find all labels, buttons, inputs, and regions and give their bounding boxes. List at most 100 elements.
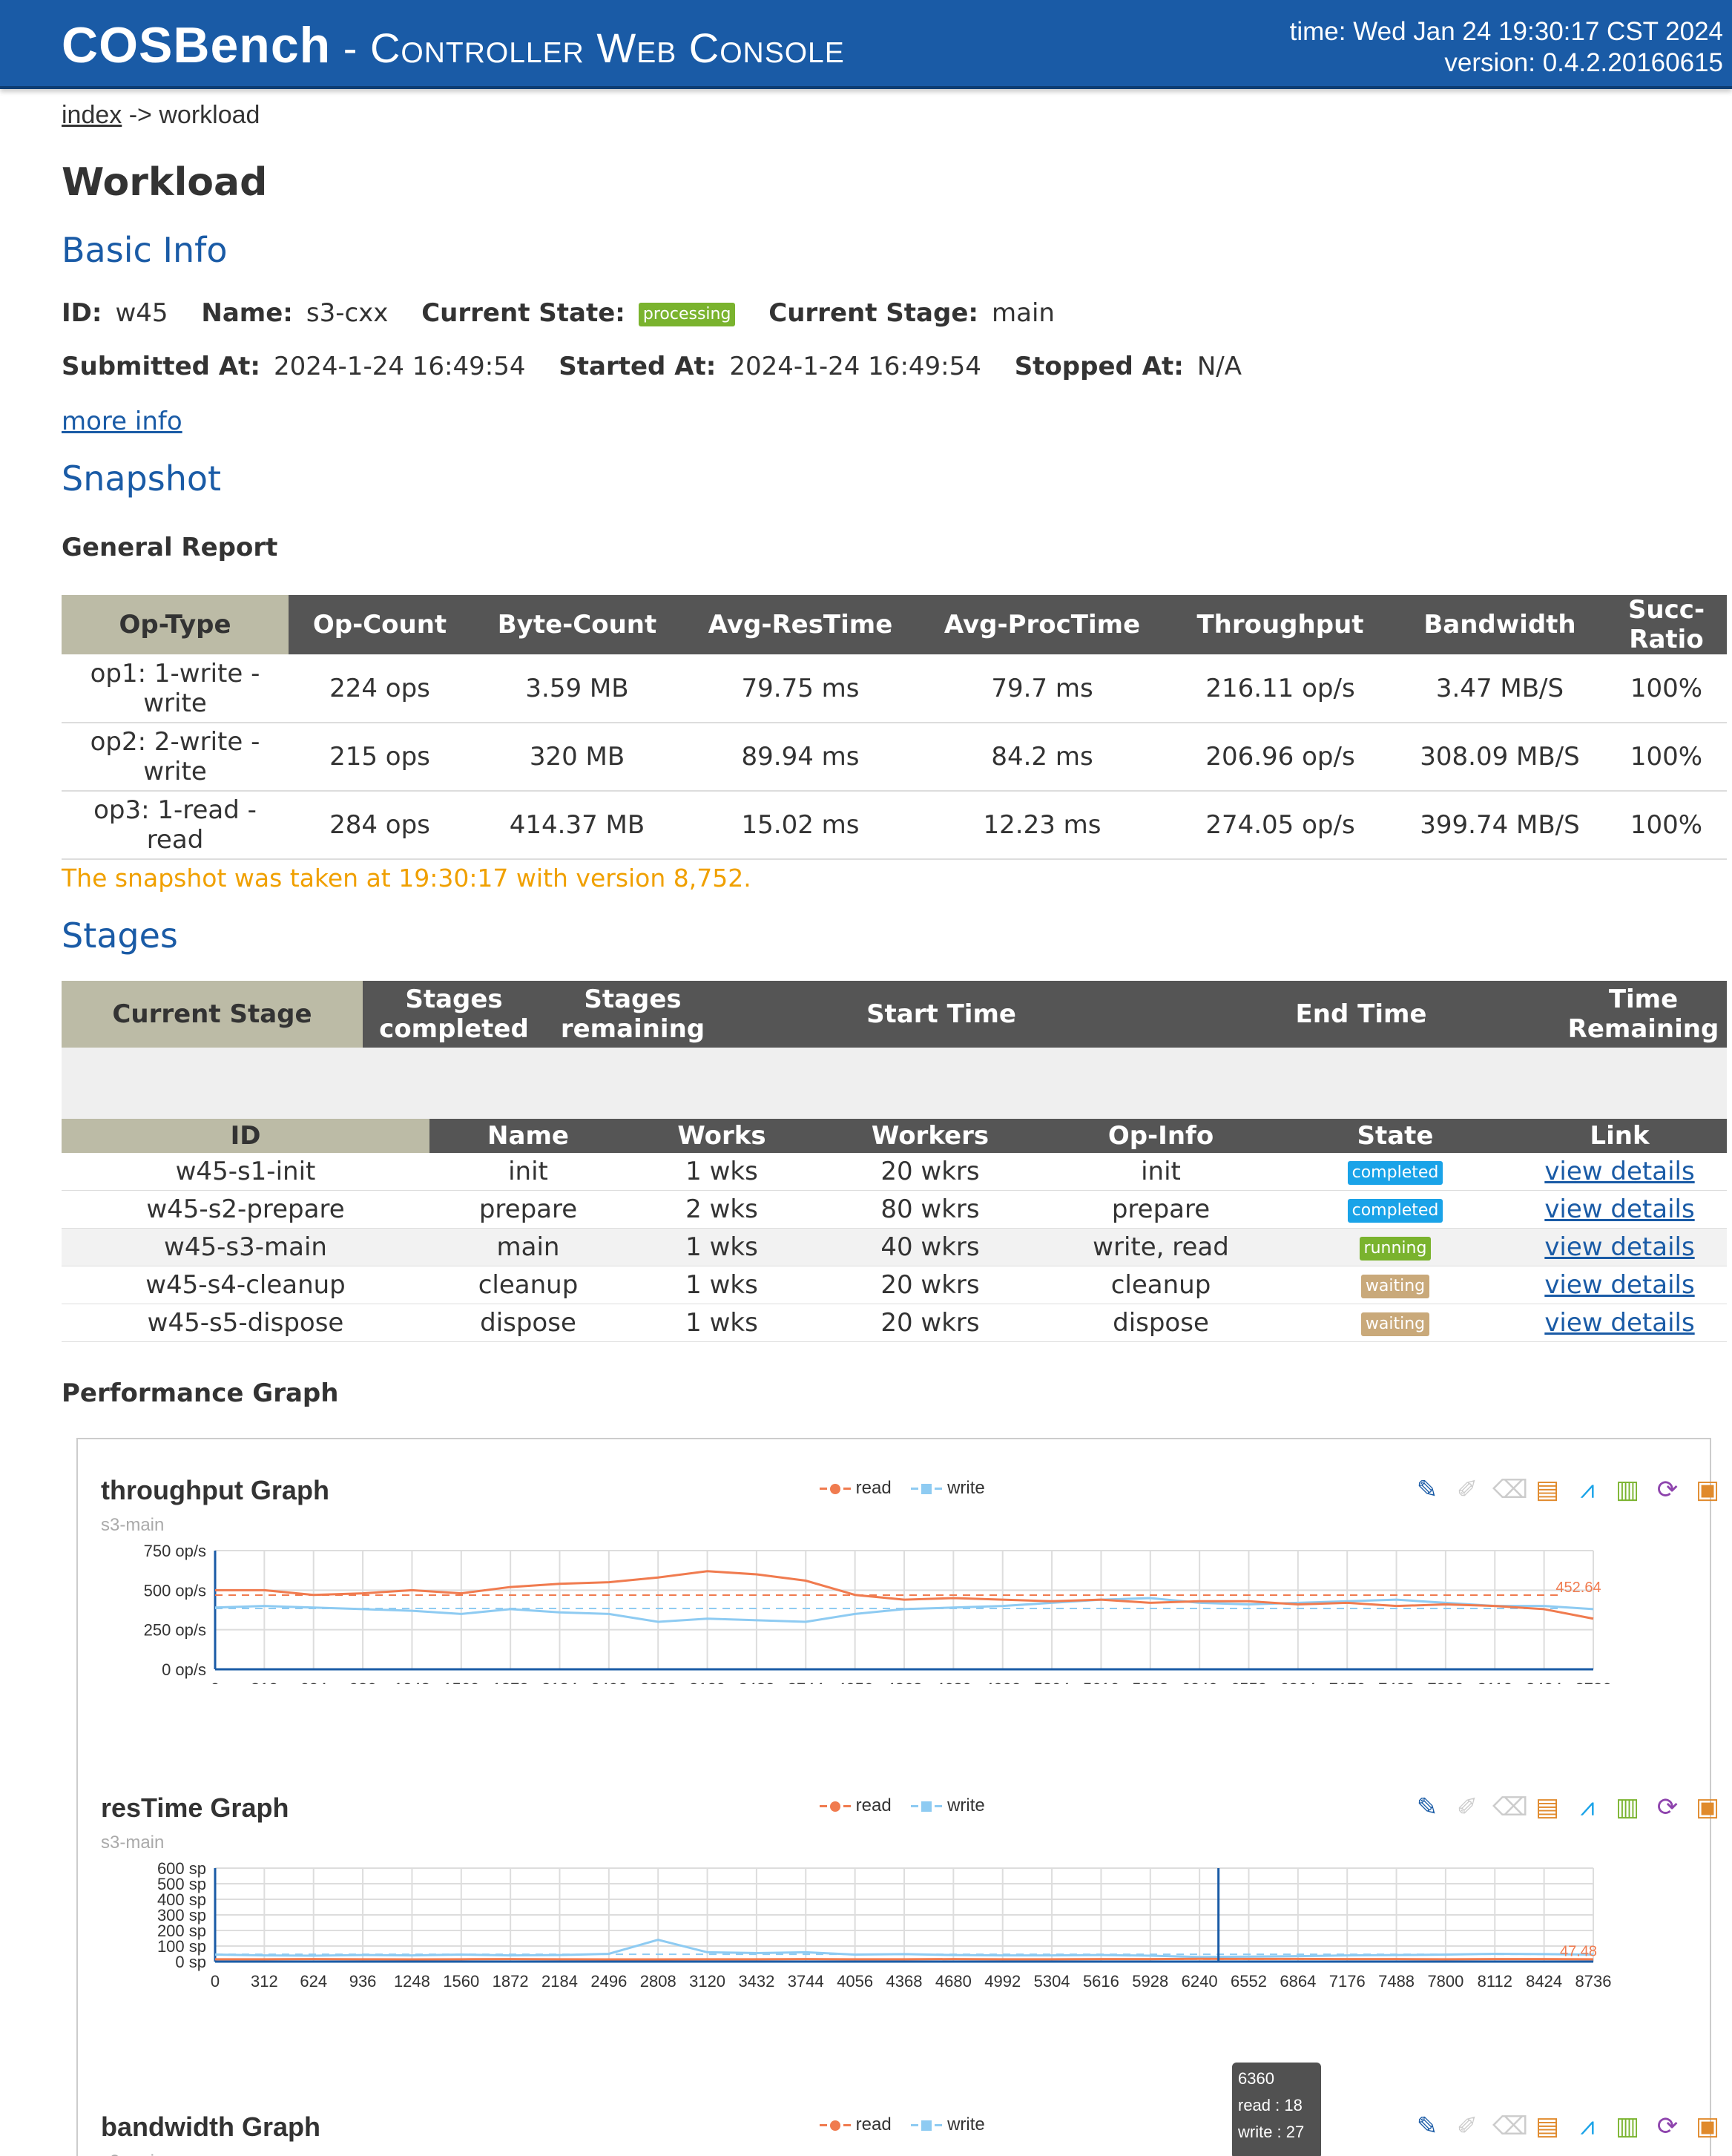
col-bandwidth[interactable]: Bandwidth (1394, 595, 1606, 654)
col-current-stage: Current Stage (62, 981, 363, 1048)
basic-info-line-2: Submitted At: 2024-1-24 16:49:54 Started … (62, 352, 1242, 381)
y-tick-label: 500 sp (157, 1875, 206, 1893)
data-view-icon[interactable]: ▤ (1535, 1475, 1560, 1505)
view-details-link[interactable]: view details (1544, 1270, 1695, 1300)
basic-info-heading: Basic Info (62, 230, 228, 270)
col-stage-name[interactable]: Name (429, 1119, 627, 1153)
x-tick-label: 2496 (590, 1680, 627, 1684)
throughput-chart: 0 312 624 936 1248 1560 1872 2184 2496 2808 3120 34… (144, 1542, 1612, 1684)
stages-table: ID Name Works Workers Op-Info State Link… (62, 1119, 1727, 1342)
col-stage-id[interactable]: ID (62, 1119, 429, 1153)
more-info-link[interactable]: more info (62, 407, 182, 436)
state-badge: completed (1347, 1160, 1443, 1185)
x-tick-label: 8112 (1478, 1972, 1512, 1991)
x-tick-label: 6552 (1231, 1972, 1267, 1991)
chart-subtitle: s3-main (101, 1515, 165, 1535)
col-stage-opinfo[interactable]: Op-Info (1044, 1119, 1278, 1153)
x-tick-label: 2808 (640, 1972, 676, 1991)
mark-undo-icon[interactable]: ✐ (1456, 1475, 1478, 1505)
y-tick-label: 600 sp (157, 1859, 206, 1878)
x-tick-label: 6864 (1280, 1680, 1316, 1684)
x-tick-label: 5304 (1034, 1972, 1070, 1991)
y-tick-label: 250 op/s (144, 1621, 206, 1640)
line-chart-icon[interactable]: ⩘ (1580, 2111, 1595, 2141)
chart-tooltip: 6360 read : 18 write : 27 (1232, 2063, 1321, 2156)
submitted-at: 2024-1-24 16:49:54 (274, 352, 526, 381)
table-row: w45-s1-init init 1 wks 20 wkrs init complet… (62, 1153, 1727, 1191)
basic-info-line-1: ID: w45 Name: s3-cxx Current State: process… (62, 298, 1055, 328)
view-details-link[interactable]: view details (1544, 1194, 1695, 1224)
chart-legend: read write (820, 2114, 985, 2135)
bar-chart-icon[interactable]: ▥ (1615, 1475, 1640, 1505)
legend-write[interactable]: write (911, 1795, 985, 1815)
mark-undo-icon[interactable]: ✐ (1456, 1792, 1478, 1822)
mark-undo-icon[interactable]: ✐ (1456, 2111, 1478, 2141)
restore-icon[interactable]: ⟳ (1656, 1792, 1679, 1822)
restore-icon[interactable]: ⟳ (1656, 2111, 1679, 2141)
x-tick-label: 7176 (1329, 1680, 1366, 1684)
col-op-count[interactable]: Op-Count (289, 595, 471, 654)
x-tick-label: 5928 (1132, 1680, 1168, 1684)
save-image-icon[interactable]: ▣ (1695, 1792, 1720, 1822)
legend-read[interactable]: read (820, 2114, 892, 2134)
col-stage-link[interactable]: Link (1512, 1119, 1727, 1153)
breadcrumb: index -> workload (62, 101, 260, 129)
col-op-type[interactable]: Op-Type (62, 595, 289, 654)
col-byte-count[interactable]: Byte-Count (471, 595, 683, 654)
x-tick-label: 312 (251, 1680, 278, 1684)
bar-chart-icon[interactable]: ▥ (1615, 2111, 1640, 2141)
col-stages-remaining: Stages remaining (545, 981, 720, 1048)
x-tick-label: 8424 (1526, 1972, 1562, 1991)
col-start-time: Start Time (720, 981, 1162, 1048)
x-tick-label: 8424 (1526, 1680, 1562, 1684)
table-row: w45-s5-dispose dispose 1 wks 20 wkrs dispos… (62, 1304, 1727, 1342)
y-tick-label: 400 sp (157, 1890, 206, 1909)
state-badge: running (1359, 1236, 1432, 1261)
mark-icon[interactable]: ✎ (1416, 1475, 1438, 1505)
x-tick-label: 4992 (984, 1972, 1021, 1991)
table-row: op1: 1-write - write 224 ops 3.59 MB 79.75… (62, 654, 1727, 723)
col-throughput[interactable]: Throughput (1167, 595, 1394, 654)
data-view-icon[interactable]: ▤ (1535, 1792, 1560, 1822)
mark-clear-icon[interactable]: ⌫ (1492, 1792, 1529, 1822)
breadcrumb-index-link[interactable]: index (62, 101, 122, 129)
state-badge: completed (1347, 1198, 1443, 1223)
mark-clear-icon[interactable]: ⌫ (1492, 2111, 1529, 2141)
mark-clear-icon[interactable]: ⌫ (1492, 1475, 1529, 1505)
col-stage-state[interactable]: State (1278, 1119, 1512, 1153)
x-tick-label: 3120 (689, 1680, 725, 1684)
col-succ-ratio[interactable]: Succ-Ratio (1606, 595, 1727, 654)
y-tick-label: 500 op/s (144, 1581, 206, 1600)
x-tick-label: 1248 (394, 1972, 430, 1991)
data-view-icon[interactable]: ▤ (1535, 2111, 1560, 2141)
col-avg-proctime[interactable]: Avg-ProcTime (918, 595, 1167, 654)
restore-icon[interactable]: ⟳ (1656, 1475, 1679, 1505)
table-row: w45-s4-cleanup cleanup 1 wks 20 wkrs cleanu… (62, 1266, 1727, 1304)
general-report-heading: General Report (62, 533, 278, 562)
save-image-icon[interactable]: ▣ (1695, 2111, 1720, 2141)
series-line-write (214, 1597, 1594, 1623)
workload-name: s3-cxx (306, 298, 389, 328)
x-tick-label: 6240 (1182, 1972, 1218, 1991)
col-stage-workers[interactable]: Workers (817, 1119, 1044, 1153)
mark-icon[interactable]: ✎ (1416, 1792, 1438, 1822)
save-image-icon[interactable]: ▣ (1695, 1475, 1720, 1505)
bar-chart-icon[interactable]: ▥ (1615, 1792, 1640, 1822)
col-avg-restime[interactable]: Avg-ResTime (683, 595, 918, 654)
mark-icon[interactable]: ✎ (1416, 2111, 1438, 2141)
view-details-link[interactable]: view details (1544, 1232, 1695, 1262)
view-details-link[interactable]: view details (1544, 1308, 1695, 1338)
snapshot-note: The snapshot was taken at 19:30:17 with … (62, 864, 751, 893)
line-chart-icon[interactable]: ⩘ (1580, 1475, 1595, 1505)
x-tick-label: 6552 (1231, 1680, 1267, 1684)
line-chart-icon[interactable]: ⩘ (1580, 1792, 1595, 1822)
legend-write[interactable]: write (911, 2114, 985, 2134)
x-tick-label: 3744 (788, 1972, 824, 1991)
legend-read[interactable]: read (820, 1795, 892, 1815)
legend-read[interactable]: read (820, 1478, 892, 1498)
restime-chart: 0 312 624 936 1248 1560 1872 2184 2496 2808 3120 34… (157, 1859, 1612, 1991)
col-stage-works[interactable]: Works (627, 1119, 817, 1153)
view-details-link[interactable]: view details (1544, 1157, 1695, 1186)
chart-legend: read write (820, 1478, 985, 1499)
legend-write[interactable]: write (911, 1478, 985, 1498)
